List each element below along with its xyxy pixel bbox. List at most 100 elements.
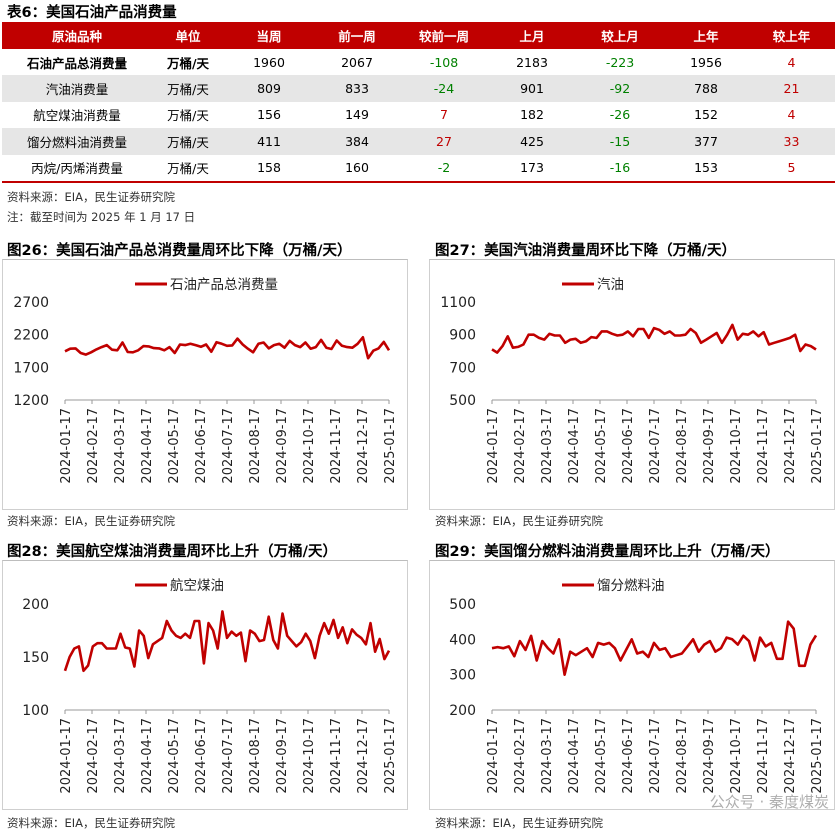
x-tick-label: 2024-01-17 [486,718,501,794]
x-tick-label: 2024-06-17 [194,408,209,484]
chart-source: 资料来源：EIA，民生证券研究院 [435,514,604,528]
table-cell: 173 [488,154,576,183]
x-tick-label: 2024-06-17 [621,408,636,484]
x-tick-label: 2024-07-17 [648,408,663,484]
chart-panel: 航空煤油 100 150 200 2024-01-17 2024-02-17 2024-03… [2,560,408,810]
x-tick-label: 2024-12-17 [356,408,371,484]
x-tick-label: 2024-10-17 [302,718,317,794]
table-note: 注：截至时间为 2025 年 1 月 17 日 [7,210,196,224]
x-tick-label: 2024-11-17 [329,408,344,484]
header-cell: 上年 [664,22,748,49]
y-tick-label: 2200 [13,328,49,344]
x-tick-label: 2024-01-17 [486,408,501,484]
x-tick-label: 2025-01-17 [810,408,825,484]
table-cell: -16 [576,154,664,183]
x-tick-label: 2024-06-17 [621,718,636,794]
y-tick-label: 300 [449,668,476,684]
table-cell: 2067 [341,54,373,70]
chart-title: 图26：美国石油产品总消费量周环比下降（万桶/天） [7,243,352,259]
table-cell: 833 [314,75,400,102]
table-cell: 152 [694,107,718,123]
table-cell: 27 [400,128,488,155]
table-row: 馏分燃料油消费量 万桶/天 411 384 27 425 -15 377 33 [2,128,835,155]
header-cell: 前一周 [314,22,400,49]
y-tick-label: 2700 [13,295,49,311]
table-header-row: 原油品种 单位 当周 前一周 较前一周 上月 较上月 上年 较上年 [2,22,835,49]
x-tick-label: 2024-08-17 [675,408,690,484]
chart-svg: 馏分燃料油 200 300 400 500 2024-01-17 2024-02-17 202… [449,577,825,794]
series-line [64,336,391,360]
x-tick-label: 2024-03-17 [540,408,555,484]
table-cell: 158 [224,154,314,183]
table-cell: 5 [748,154,835,183]
chart-panel: 馏分燃料油 200 300 400 500 2024-01-17 2024-02-17 202… [429,560,835,810]
table-cell: 万桶/天 [166,55,210,71]
header-cell: 较上月 [576,22,664,49]
watermark: 公众号 · 秦度煤炭 [709,793,829,811]
table-cell: 809 [224,75,314,102]
x-tick-label: 2024-07-17 [648,718,663,794]
x-tick-label: 2024-07-17 [221,718,236,794]
legend-label: 航空煤油 [170,578,224,594]
table-cell: 21 [748,75,835,102]
y-tick-label: 500 [449,393,476,409]
x-tick-label: 2024-08-17 [248,408,263,484]
table-cell: -15 [576,128,664,155]
y-tick-label: 1200 [13,393,49,409]
y-tick-label: 150 [22,650,49,666]
table-cell: 377 [664,128,748,155]
table-cell: -92 [576,75,664,102]
chart-svg: 航空煤油 100 150 200 2024-01-17 2024-02-17 2024-03… [22,578,398,794]
table-cell: 149 [345,107,369,123]
header-cell: 上月 [488,22,576,49]
table-cell: 160 [314,154,400,183]
table-row: 航空煤油消费量 万桶/天 156 149 7 182 -26 152 4 [2,102,835,128]
table-cell: 7 [440,107,448,123]
table-cell: 1960 [253,54,285,70]
x-tick-label: 2024-09-17 [275,718,290,794]
header-cell: 较前一周 [400,22,488,49]
header-cell: 单位 [152,22,224,49]
x-tick-label: 2024-01-17 [59,408,74,484]
x-tick-label: 2024-03-17 [113,718,128,794]
x-tick-label: 2024-04-17 [567,718,582,794]
chart-source: 资料来源：EIA，民生证券研究院 [7,514,176,528]
table-cell: 411 [224,128,314,155]
table-cell: 丙烷/丙烯消费量 [2,154,152,183]
table-cell: 425 [488,128,576,155]
x-tick-label: 2024-08-17 [675,718,690,794]
x-tick-label: 2024-05-17 [167,408,182,484]
header-cell: 当周 [224,22,314,49]
chart-svg: 汽油 500 700 900 1100 2024-01-17 2024-02-17 2024-… [440,277,825,484]
chart-source: 资料来源：EIA，民生证券研究院 [435,816,604,830]
x-tick-label: 2024-02-17 [513,408,528,484]
legend-label: 馏分燃料油 [597,577,665,594]
table-cell: 4 [787,107,796,123]
x-tick-label: 2024-10-17 [302,408,317,484]
table-cell: 182 [520,107,544,123]
x-tick-label: 2024-01-17 [59,718,74,794]
table-cell: 万桶/天 [152,75,224,102]
table-cell: 153 [664,154,748,183]
y-tick-label: 200 [22,597,49,613]
x-tick-label: 2024-11-17 [756,718,771,794]
table-row: 石油产品总消费量 万桶/天 1960 2067 -108 2183 -223 1… [2,49,835,75]
x-tick-label: 2025-01-17 [810,718,825,794]
x-tick-label: 2024-09-17 [275,408,290,484]
y-tick-label: 200 [449,703,476,719]
x-tick-label: 2024-05-17 [594,718,609,794]
x-tick-label: 2024-08-17 [248,718,263,794]
chart-source: 资料来源：EIA，民生证券研究院 [7,816,176,830]
table-cell: 汽油消费量 [2,75,152,102]
table-cell: 1956 [690,54,722,70]
chart-panel: 汽油 500 700 900 1100 2024-01-17 2024-02-17 2024-… [429,259,835,510]
x-tick-label: 2024-03-17 [113,408,128,484]
x-tick-label: 2024-09-17 [702,408,717,484]
table-cell: 4 [787,54,796,70]
x-tick-label: 2024-10-17 [729,718,744,794]
chart-legend: 汽油 [562,277,624,293]
table-cell: -26 [609,107,631,123]
y-tick-label: 400 [449,632,476,648]
chart-legend: 石油产品总消费量 [135,277,278,293]
chart-svg: 石油产品总消费量 1200 1700 2200 2700 2024-01-17 2024-0… [13,277,398,484]
